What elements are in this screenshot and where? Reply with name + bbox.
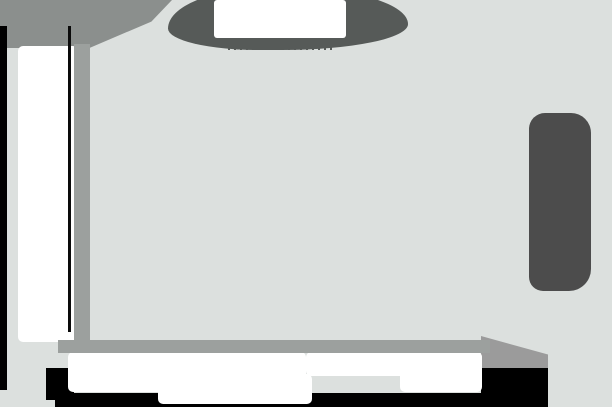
xlabel-card [158,374,312,404]
x-axis-spine [58,340,490,353]
title-card [214,0,346,38]
y-spine-accent [68,26,71,332]
bottom-right-shadow-block [481,368,548,407]
left-shadow-bar [0,26,7,390]
legend-background-blob [529,113,591,291]
y-axis-spine [74,44,90,348]
title-fringe [228,36,336,50]
x-axis-label-card3 [400,352,482,392]
